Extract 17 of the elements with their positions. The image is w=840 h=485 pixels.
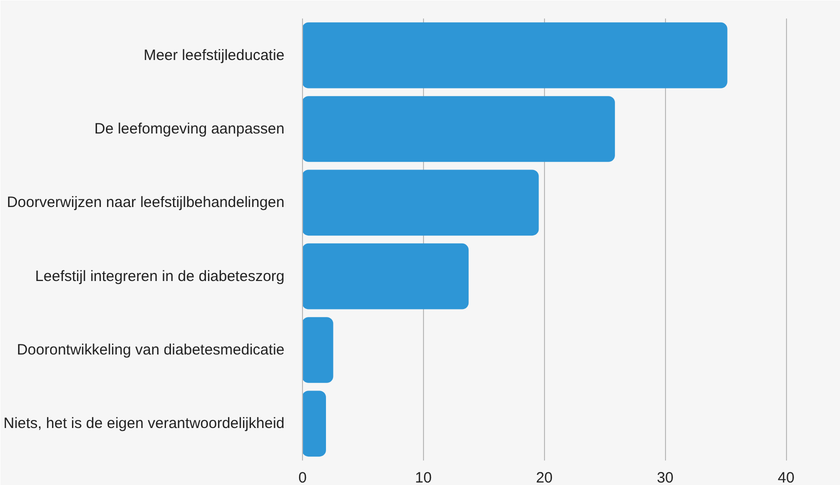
y-tick-label: Meer leefstijleducatie	[144, 46, 285, 64]
x-tick-label: 0	[298, 470, 307, 485]
y-tick-label: Leefstijl integreren in de diabeteszorg	[35, 268, 285, 285]
bar	[302, 96, 615, 162]
bar	[302, 390, 326, 457]
x-tick-label: 20	[536, 470, 553, 485]
x-tick-label: 10	[415, 470, 432, 485]
bar	[302, 22, 728, 88]
bar	[302, 170, 539, 236]
x-tick-label: 30	[656, 470, 674, 485]
bar	[302, 243, 469, 310]
y-tick-label: Niets, het is de eigen verantwoordelijkheid	[4, 415, 285, 432]
y-tick-label: Doorontwikkeling van diabetesmedicatie	[16, 342, 285, 358]
y-tick-label: Doorverwijzen naar leefstijlbehandelingen	[6, 194, 285, 212]
y-tick-label: De leefomgeving aanpassen	[94, 120, 285, 138]
bar	[302, 317, 334, 383]
x-tick-label: 40	[778, 470, 794, 485]
